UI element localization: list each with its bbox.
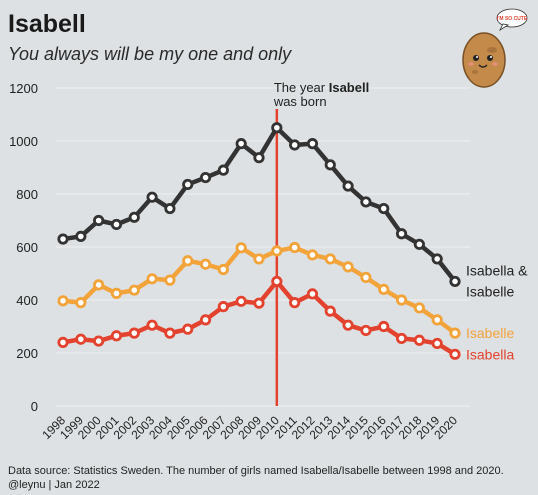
data-point bbox=[308, 251, 316, 259]
annotation-line-1: The year Isabell bbox=[274, 80, 369, 95]
data-point bbox=[148, 275, 156, 283]
data-point bbox=[451, 350, 459, 358]
annotation-bold: Isabell bbox=[329, 80, 369, 95]
y-tick-label: 1200 bbox=[9, 81, 38, 96]
data-point bbox=[237, 139, 245, 147]
series-group bbox=[59, 124, 459, 359]
x-axis: 1998199920002001200220032004200520062007… bbox=[39, 413, 460, 442]
data-point bbox=[415, 240, 423, 248]
potato-mascot-icon bbox=[463, 33, 505, 87]
series-label: Isabella & bbox=[466, 262, 528, 278]
data-point bbox=[344, 182, 352, 190]
data-point bbox=[308, 139, 316, 147]
data-point bbox=[77, 298, 85, 306]
data-point bbox=[273, 277, 281, 285]
data-point bbox=[94, 337, 102, 345]
data-point bbox=[344, 321, 352, 329]
data-point bbox=[290, 298, 298, 306]
data-point bbox=[77, 232, 85, 240]
data-point bbox=[184, 257, 192, 265]
data-point bbox=[380, 285, 388, 293]
data-point bbox=[255, 153, 263, 161]
data-point bbox=[255, 255, 263, 263]
y-tick-label: 600 bbox=[16, 240, 38, 255]
data-point bbox=[451, 277, 459, 285]
data-point bbox=[184, 180, 192, 188]
data-point bbox=[397, 296, 405, 304]
speech-bubble: I'M SO CUTE bbox=[497, 9, 528, 30]
data-point bbox=[362, 326, 370, 334]
caption-source: Data source: Statistics Sweden. The numb… bbox=[8, 465, 504, 477]
data-point bbox=[415, 304, 423, 312]
y-tick-label: 0 bbox=[31, 399, 38, 414]
data-point bbox=[130, 213, 138, 221]
data-point bbox=[201, 173, 209, 181]
data-point bbox=[326, 161, 334, 169]
data-point bbox=[415, 336, 423, 344]
speech-bubble-text: I'M SO CUTE bbox=[497, 16, 528, 22]
data-point bbox=[255, 299, 263, 307]
data-point bbox=[59, 235, 67, 243]
data-point bbox=[433, 255, 441, 263]
data-point bbox=[362, 273, 370, 281]
data-point bbox=[451, 329, 459, 337]
data-point bbox=[166, 204, 174, 212]
caption-credit: @leynu | Jan 2022 bbox=[8, 479, 100, 491]
data-point bbox=[166, 329, 174, 337]
data-point bbox=[130, 286, 138, 294]
data-point bbox=[326, 307, 334, 315]
series-label: Isabelle bbox=[466, 283, 514, 299]
series-labels: Isabella & Isabelle Isabelle Isabella bbox=[466, 262, 528, 362]
data-point bbox=[59, 297, 67, 305]
data-point bbox=[201, 260, 209, 268]
data-point bbox=[219, 265, 227, 273]
data-point bbox=[273, 124, 281, 132]
series-label: Isabella bbox=[466, 346, 514, 362]
data-point bbox=[166, 276, 174, 284]
data-point bbox=[219, 302, 227, 310]
chart-title: Isabell bbox=[8, 10, 86, 38]
data-point bbox=[237, 297, 245, 305]
data-point bbox=[201, 316, 209, 324]
data-point bbox=[112, 220, 120, 228]
data-point bbox=[380, 322, 388, 330]
series-isabelle bbox=[59, 243, 459, 337]
data-point bbox=[237, 244, 245, 252]
data-point bbox=[308, 290, 316, 298]
y-axis: 0 200 400 600 800 1000 1200 bbox=[9, 81, 38, 414]
annotation-prefix: The year bbox=[274, 80, 329, 95]
y-tick-label: 200 bbox=[16, 346, 38, 361]
data-point bbox=[433, 316, 441, 324]
data-point bbox=[433, 339, 441, 347]
chart-subtitle: You always will be my one and only bbox=[8, 44, 292, 64]
grid-lines bbox=[56, 88, 470, 406]
data-point bbox=[326, 255, 334, 263]
data-point bbox=[94, 216, 102, 224]
y-tick-label: 800 bbox=[16, 187, 38, 202]
data-point bbox=[112, 289, 120, 297]
data-point bbox=[290, 141, 298, 149]
data-point bbox=[59, 338, 67, 346]
data-point bbox=[219, 166, 227, 174]
data-point bbox=[148, 321, 156, 329]
data-point bbox=[397, 334, 405, 342]
data-point bbox=[273, 247, 281, 255]
data-point bbox=[148, 193, 156, 201]
data-point bbox=[344, 263, 352, 271]
data-point bbox=[184, 325, 192, 333]
data-point bbox=[362, 198, 370, 206]
annotation-line-2: was born bbox=[273, 94, 327, 109]
y-tick-label: 1000 bbox=[9, 134, 38, 149]
data-point bbox=[130, 329, 138, 337]
data-point bbox=[94, 281, 102, 289]
data-point bbox=[77, 335, 85, 343]
data-point bbox=[397, 230, 405, 238]
y-tick-label: 400 bbox=[16, 293, 38, 308]
data-point bbox=[290, 243, 298, 251]
data-point bbox=[380, 204, 388, 212]
data-point bbox=[112, 332, 120, 340]
series-label: Isabelle bbox=[466, 325, 514, 341]
